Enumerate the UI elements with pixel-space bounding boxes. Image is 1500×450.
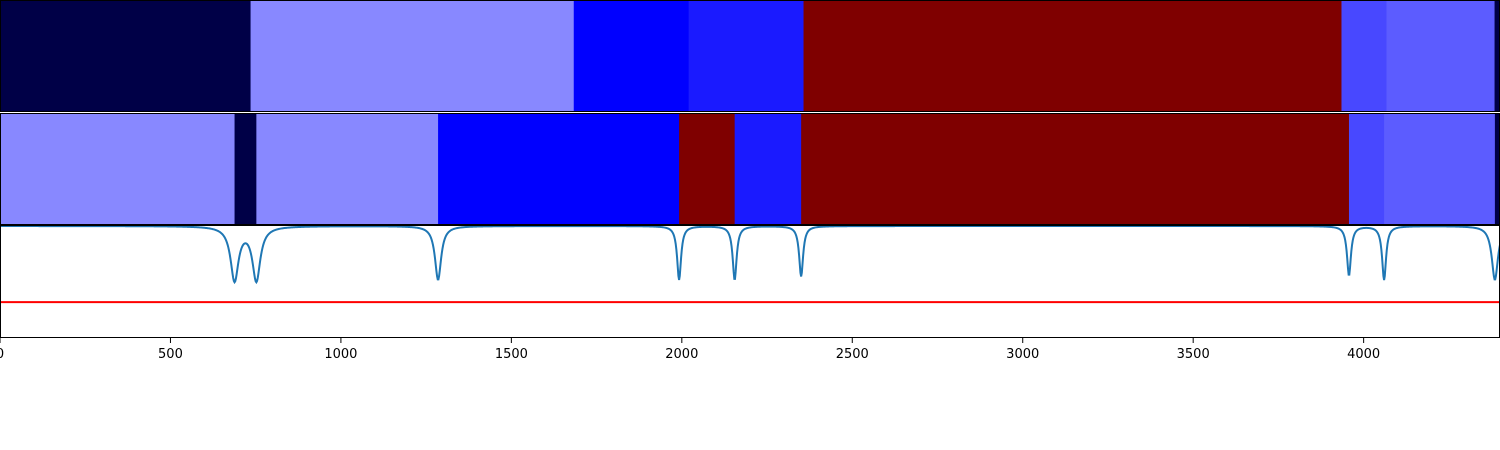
heatmap-row-1 [0,1,1500,111]
x-tick-label-500: 500 [158,347,183,362]
heatmap-1-segment-5 [803,1,1342,111]
heatmap-2-segment-3 [256,114,439,224]
line-plot-frame [0,225,1500,338]
heatmap-2-segment-6 [734,114,802,224]
heatmap-2-segment-7 [801,114,1350,224]
x-tick-label-3500: 3500 [1177,347,1210,362]
x-tick-label-1000: 1000 [324,347,357,362]
heatmap-1-segment-8 [1494,1,1500,111]
heatmap-2-segment-4 [438,114,680,224]
heatmap-1-segment-3 [573,1,690,111]
heatmap-1-segment-2 [250,1,575,111]
heatmap-2-segment-10 [1494,114,1500,224]
x-tick-label-2500: 2500 [836,347,869,362]
heatmap-2-segment-2 [234,114,257,224]
heatmap-2-segment-1 [0,114,235,224]
x-tick-label-1500: 1500 [495,347,528,362]
line-plot [0,225,1500,304]
x-tick-label-2000: 2000 [665,347,698,362]
heatmap-1-segment-1 [0,1,251,111]
heatmap-1-segment-6 [1341,1,1387,111]
heatmap-1-segment-7 [1386,1,1495,111]
x-axis: 0 500 1000 1500 2000 2500 3000 3500 4000 [0,338,1380,362]
x-tick-label-3000: 3000 [1006,347,1039,362]
x-tick-label-0: 0 [0,347,4,362]
heatmap-2-segment-8 [1348,114,1385,224]
heatmap-2-segment-5 [679,114,736,224]
heatmap-row-2 [0,114,1500,224]
heatmap-1-segment-4 [688,1,804,111]
heatmap-2-segment-9 [1384,114,1496,224]
series-line [0,225,1500,285]
x-tick-label-4000: 4000 [1347,347,1380,362]
